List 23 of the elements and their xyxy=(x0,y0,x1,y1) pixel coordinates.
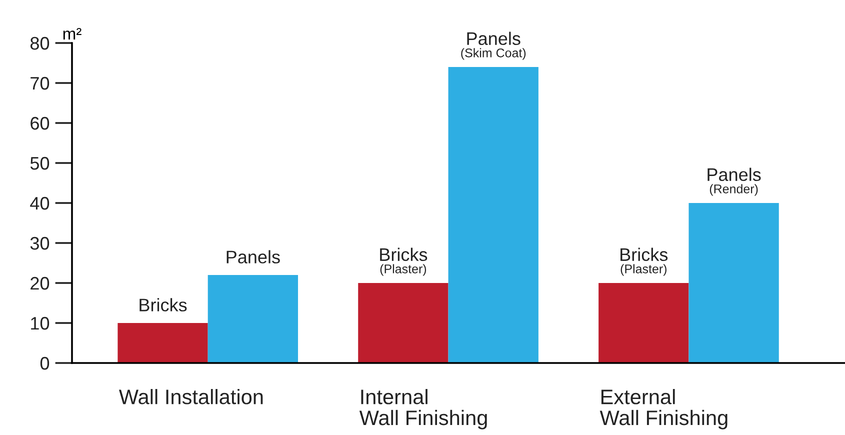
annotation: (Plaster) xyxy=(620,264,666,276)
x-tick-label: Wall Installation xyxy=(118,389,263,404)
x-tick-label: External Wall Finishing xyxy=(600,389,728,430)
y-tick-label: 60 xyxy=(30,116,50,130)
x-tick-label: Internal Wall Finishing xyxy=(359,389,487,430)
annotation: (Skim Coat) xyxy=(461,48,526,60)
text: Panels xyxy=(708,168,761,182)
y-tick-label: 50 xyxy=(30,156,50,170)
text: Panels xyxy=(467,32,520,46)
y-tick-label: 30 xyxy=(30,236,50,250)
y-tick-label: 70 xyxy=(30,76,50,90)
series-label: Bricks xyxy=(140,298,187,312)
y-tick-label: 20 xyxy=(30,276,50,290)
y-tick-label: 40 xyxy=(30,196,50,210)
y-tick-label: 10 xyxy=(31,316,50,330)
y-axis-title: m² xyxy=(63,28,82,40)
y-tick-label: 0 xyxy=(40,356,50,370)
text: Bricks xyxy=(620,248,668,262)
text: Bricks xyxy=(380,248,428,262)
annotation: (Render) xyxy=(710,184,758,196)
y-tick-label: 80 xyxy=(30,36,50,50)
annotation: (Plaster) xyxy=(380,264,426,276)
series-label: Panels xyxy=(226,250,280,264)
